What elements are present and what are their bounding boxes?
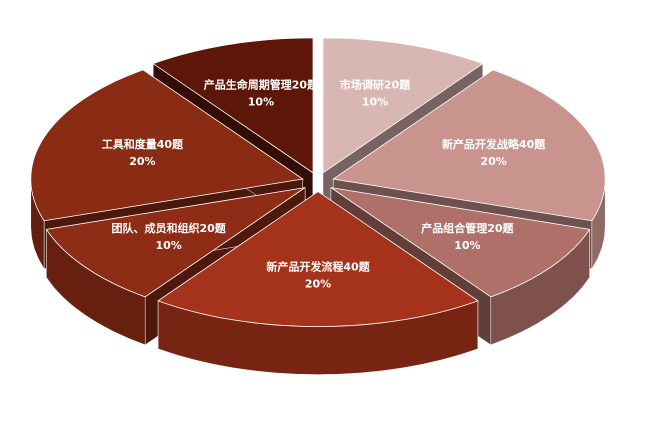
slice-top — [330, 187, 591, 298]
slice-value-label: 20% — [305, 277, 331, 290]
slice-label: 产品生命周期管理20题 — [204, 77, 319, 91]
slice-value-label: 10% — [362, 95, 388, 108]
slice-value-label: 10% — [155, 239, 181, 252]
slice-label: 产品组合管理20题 — [421, 221, 514, 235]
slice-label: 团队、成员和组织20题 — [111, 221, 226, 235]
slice-value-label: 10% — [454, 239, 480, 252]
slice-top — [332, 69, 606, 222]
slice-top — [45, 187, 306, 298]
slice-value-label: 10% — [248, 95, 274, 108]
slice-label: 新产品开发流程40题 — [266, 259, 370, 273]
slice-value-label: 20% — [129, 155, 155, 168]
slice-top — [322, 37, 484, 174]
slice: 新产品开发流程40题 20% — [157, 191, 479, 375]
slice-label: 市场调研20题 — [340, 77, 411, 91]
slice-value-label: 20% — [480, 155, 506, 168]
slice-top — [152, 37, 314, 174]
slice-top — [157, 191, 479, 327]
slice-top — [30, 69, 304, 222]
slice-label: 工具和度量40题 — [102, 137, 184, 151]
slice-label: 新产品开发战略40题 — [442, 137, 546, 151]
